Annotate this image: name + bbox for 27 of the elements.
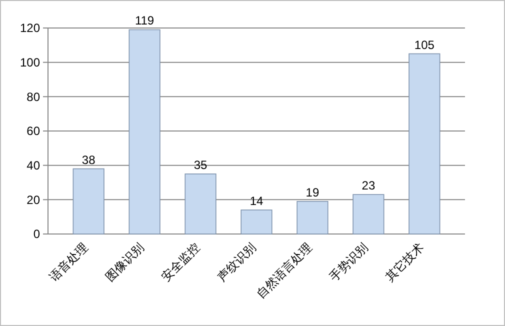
bar: [72, 168, 104, 234]
bar: [352, 194, 384, 234]
y-tick-label: 0: [33, 227, 40, 242]
x-tick-label: 声纹识别: [214, 240, 259, 284]
data-label: 105: [414, 38, 435, 52]
data-label: 38: [82, 152, 96, 167]
y-tick-label: 80: [26, 90, 40, 104]
data-label: 14: [250, 194, 264, 208]
y-tick-label: 120: [20, 21, 40, 36]
x-tick-label: 其它技术: [382, 240, 427, 284]
x-tick-label: 图像识别: [102, 240, 147, 284]
bar: [408, 53, 440, 234]
x-tick-label: 手势识别: [326, 240, 371, 284]
data-label: 119: [134, 14, 154, 28]
y-tick-label: 20: [26, 192, 40, 207]
x-tick-label: 安全监控: [158, 240, 203, 284]
x-tick-label: 语音处理: [46, 240, 91, 284]
bar: [184, 174, 216, 234]
bar: [296, 200, 328, 234]
data-label: 23: [362, 178, 376, 193]
bar: [128, 29, 160, 234]
y-tick-label: 100: [20, 56, 40, 70]
bar: [240, 210, 272, 234]
y-tick-label: 40: [26, 158, 40, 173]
data-label: 35: [194, 158, 208, 172]
data-label: 19: [306, 185, 320, 200]
y-tick-label: 60: [26, 124, 40, 138]
